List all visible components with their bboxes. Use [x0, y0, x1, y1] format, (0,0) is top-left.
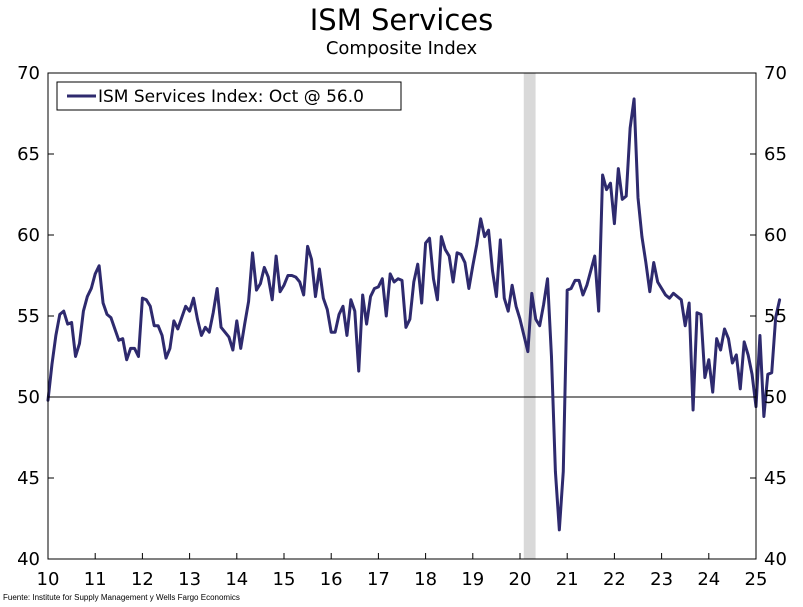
y-tick-label-right: 40 — [764, 549, 787, 570]
x-tick-label: 22 — [603, 569, 626, 590]
y-tick-label-right: 50 — [764, 387, 787, 408]
y-tick-label-left: 70 — [17, 63, 40, 84]
x-tick-label: 16 — [320, 569, 343, 590]
legend-label: ISM Services Index: Oct @ 56.0 — [98, 87, 364, 107]
y-tick-label-left: 55 — [17, 306, 40, 327]
x-tick-label: 13 — [178, 569, 201, 590]
x-tick-label: 18 — [414, 569, 437, 590]
legend: ISM Services Index: Oct @ 56.0 — [56, 81, 402, 111]
y-tick-label-right: 70 — [764, 63, 787, 84]
x-tick-label: 11 — [84, 569, 107, 590]
x-tick-label: 20 — [509, 569, 532, 590]
y-tick-label-right: 60 — [764, 225, 787, 246]
source-note: Fuente: Institute for Supply Management … — [3, 593, 240, 602]
chart-subtitle: Composite Index — [325, 38, 478, 59]
plot-frame — [47, 72, 757, 560]
x-tick-label: 15 — [273, 569, 296, 590]
x-tick-label: 10 — [37, 569, 60, 590]
y-tick-label-right: 65 — [764, 144, 787, 165]
series-line-ism-services — [46, 97, 782, 532]
chart-title: ISM Services — [309, 3, 494, 37]
x-tick-label: 17 — [367, 569, 390, 590]
y-tick-label-left: 45 — [17, 468, 40, 489]
y-tick-label-left: 60 — [17, 225, 40, 246]
y-tick-label-right: 45 — [764, 468, 787, 489]
y-tick-label-left: 65 — [17, 144, 40, 165]
y-tick-label-right: 55 — [764, 306, 787, 327]
y-tick-label-left: 40 — [17, 549, 40, 570]
y-tick-label-left: 50 — [17, 387, 40, 408]
x-tick-label: 14 — [225, 569, 248, 590]
x-tick-label: 21 — [556, 569, 579, 590]
legend-box — [56, 81, 402, 111]
x-tick-label: 25 — [745, 569, 768, 590]
x-tick-label: 24 — [697, 569, 720, 590]
x-tick-label: 23 — [650, 569, 673, 590]
x-tick-label: 12 — [131, 569, 154, 590]
x-tick-label: 19 — [461, 569, 484, 590]
